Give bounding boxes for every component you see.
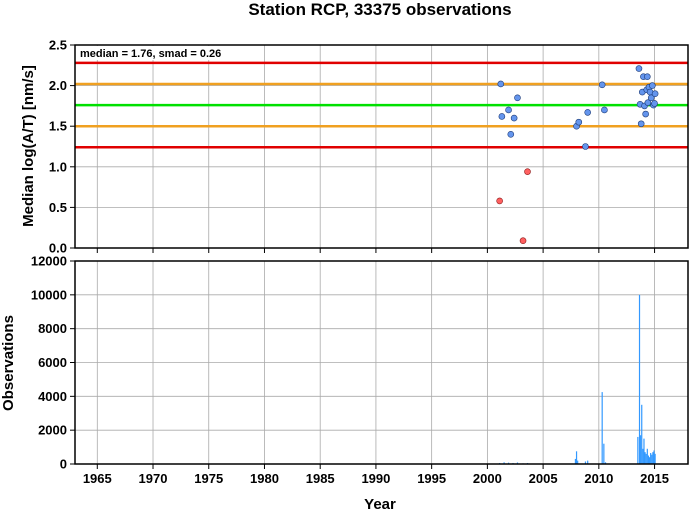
median-data-point — [510, 114, 518, 122]
year-tick-label: 1985 — [306, 471, 335, 486]
observation-bar — [584, 461, 587, 464]
median-y-ticks: 0.0 0.5 1.0 1.5 2.0 2.5 — [49, 38, 75, 256]
median-data-point — [507, 131, 515, 138]
observations-y-tick-label: 8000 — [38, 321, 67, 336]
year-tick-label: 1995 — [417, 471, 446, 486]
year-tick-label: 1990 — [361, 471, 390, 486]
median-data-point — [644, 99, 652, 106]
observation-bar — [643, 438, 645, 464]
observation-bar — [640, 435, 642, 464]
median-data-point — [514, 94, 521, 102]
median-plot-frame — [74, 44, 689, 249]
outlier-data-point — [496, 197, 503, 205]
median-data-point — [582, 143, 589, 150]
observations-y-tick-label: 6000 — [38, 355, 67, 370]
median-data-point — [642, 110, 649, 118]
observation-bar — [641, 404, 643, 464]
median-points — [496, 65, 659, 244]
observations-y-tick-label: 0 — [60, 457, 67, 472]
observation-bar — [638, 294, 641, 464]
observations-y-axis-label: Observations — [0, 315, 17, 411]
chart-title: Station RCP, 33375 observations — [248, 0, 511, 19]
annotation-box — [76, 46, 244, 60]
observation-bar — [651, 454, 653, 464]
median-data-point — [647, 94, 655, 102]
observations-y-tick-label: 10000 — [31, 287, 67, 302]
observation-bar — [645, 453, 647, 464]
median-data-point — [635, 65, 643, 72]
observation-bar — [575, 451, 578, 464]
median-data-point — [505, 106, 512, 114]
observation-bar — [642, 448, 644, 464]
median-y-tick-label: 0.5 — [49, 200, 67, 215]
median-data-point — [651, 90, 659, 98]
observations-bars — [499, 294, 656, 464]
median-data-point — [644, 73, 651, 80]
year-tick-label: 1980 — [250, 471, 279, 486]
observations-y-tick-label: 2000 — [38, 423, 67, 438]
median-data-point — [637, 120, 645, 128]
outlier-data-point — [519, 237, 527, 244]
median-y-tick-label: 1.5 — [49, 119, 67, 134]
median-y-tick-label: 1.0 — [49, 159, 67, 174]
observation-bar — [574, 458, 577, 464]
median-y-tick-label: 2.5 — [49, 38, 67, 53]
observation-bar — [601, 392, 603, 464]
median-data-point — [584, 109, 591, 116]
observation-bar — [654, 453, 656, 464]
median-y-axis-label: Median log(A/T) [nm/s] — [20, 65, 37, 227]
year-tick-label: 1975 — [194, 471, 223, 486]
median-data-point — [649, 82, 656, 89]
observation-bar — [603, 443, 605, 464]
observation-bar — [653, 450, 655, 464]
year-tick-label: 2010 — [584, 471, 613, 486]
median-data-point — [498, 113, 506, 120]
observations-y-tick-label: 4000 — [38, 389, 67, 404]
median-data-point — [598, 81, 606, 89]
observation-bar — [646, 448, 648, 464]
year-x-ticks: 1965 1970 1975 1980 1985 1990 1995 2000 2005 2010… — [83, 464, 669, 486]
year-tick-label: 1970 — [139, 471, 168, 486]
year-tick-label: 2015 — [640, 471, 669, 486]
median-reference-lines — [75, 61, 688, 149]
observations-y-ticks: 0 2000 4000 6000 8000 10000 12000 — [31, 254, 75, 472]
observation-bar — [503, 462, 505, 464]
median-panel: 0.0 0.5 1.0 1.5 2.0 2.5 median = 1.76, smad =… — [20, 38, 689, 256]
observation-bar — [587, 460, 589, 464]
observation-bar — [648, 457, 651, 464]
median-y-tick-label: 2.0 — [49, 78, 67, 93]
observation-bar — [516, 462, 519, 464]
year-tick-label: 2005 — [529, 471, 558, 486]
observation-bar — [652, 452, 654, 464]
observations-panel: 0 2000 4000 6000 8000 10000 12000 1965 1970 1975… — [0, 254, 689, 511]
median-data-point — [575, 118, 583, 126]
observation-bar — [644, 452, 646, 464]
median-data-point — [651, 100, 658, 107]
year-x-axis-label: Year — [364, 496, 396, 511]
median-data-point — [601, 106, 608, 114]
observations-y-tick-label: 12000 — [31, 254, 67, 269]
stats-annotation: median = 1.76, smad = 0.26 — [80, 48, 221, 60]
observation-bar — [650, 453, 652, 464]
year-tick-label: 1965 — [83, 471, 112, 486]
observation-bar — [647, 455, 650, 464]
outlier-data-point — [524, 168, 531, 175]
year-tick-label: 2000 — [473, 471, 502, 486]
observation-bar — [577, 460, 579, 464]
median-data-point — [497, 80, 505, 88]
median-y-tick-label: 0.0 — [49, 241, 67, 256]
observation-bar — [604, 462, 607, 464]
observation-bar — [637, 436, 639, 464]
